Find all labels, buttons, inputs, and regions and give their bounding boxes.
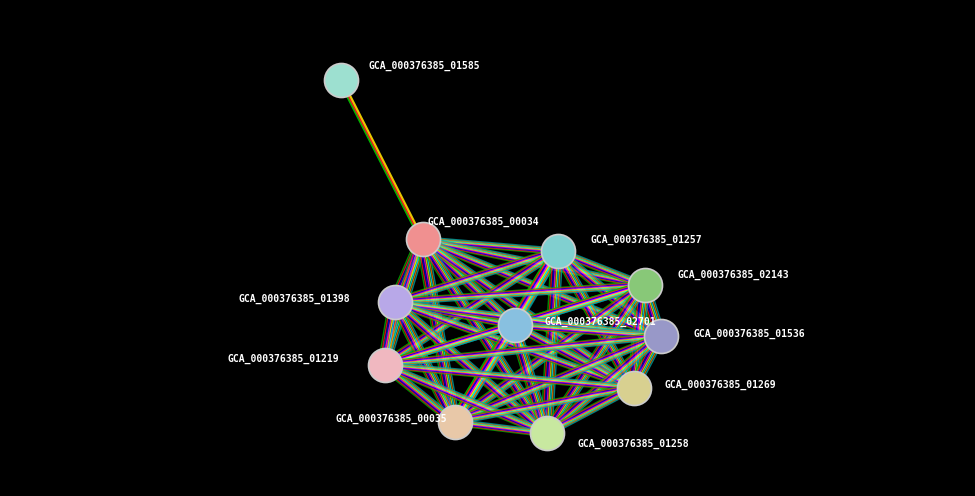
Text: GCA_000376385_00035: GCA_000376385_00035 <box>335 414 448 424</box>
Point <box>539 430 555 437</box>
Point <box>376 361 392 369</box>
Point <box>388 298 404 306</box>
Text: GCA_000376385_00034: GCA_000376385_00034 <box>428 217 539 228</box>
Text: GCA_000376385_01536: GCA_000376385_01536 <box>693 328 805 339</box>
Point <box>637 281 652 289</box>
Point <box>626 384 642 392</box>
Point <box>653 332 669 340</box>
Text: GCA_000376385_01269: GCA_000376385_01269 <box>664 380 776 390</box>
Text: GCA_000376385_02701: GCA_000376385_02701 <box>545 317 656 327</box>
Point <box>507 321 523 329</box>
Point <box>550 247 566 255</box>
Text: GCA_000376385_01257: GCA_000376385_01257 <box>591 234 702 245</box>
Text: GCA_000376385_01585: GCA_000376385_01585 <box>369 61 480 70</box>
Text: GCA_000376385_01219: GCA_000376385_01219 <box>227 354 339 364</box>
Point <box>414 236 430 244</box>
Text: GCA_000376385_02143: GCA_000376385_02143 <box>677 270 789 280</box>
Point <box>448 418 463 426</box>
Point <box>333 76 349 84</box>
Text: GCA_000376385_01398: GCA_000376385_01398 <box>238 294 350 305</box>
Text: GCA_000376385_01258: GCA_000376385_01258 <box>577 438 689 449</box>
